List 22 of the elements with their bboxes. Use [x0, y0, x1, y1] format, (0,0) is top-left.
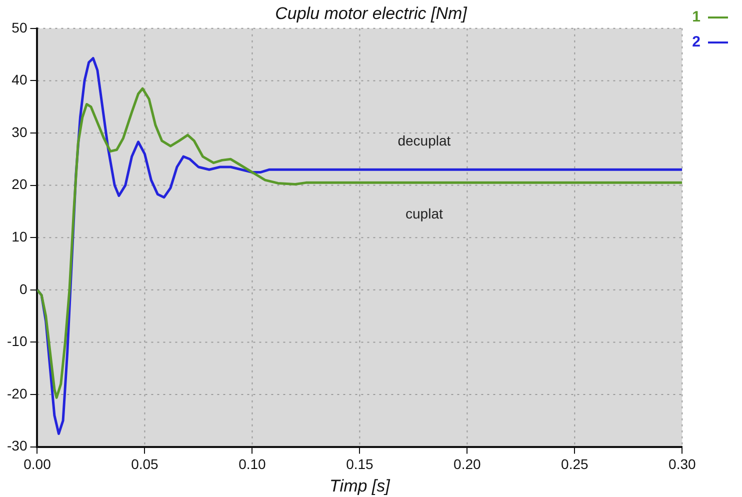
y-tick-label: 30: [12, 124, 28, 140]
annotation: decuplat: [398, 132, 451, 148]
legend-label: 2: [692, 34, 700, 51]
chart-title: Cuplu motor electric [Nm]: [275, 4, 468, 23]
x-tick-label: 0.25: [561, 456, 589, 472]
x-tick-label: 0.05: [131, 456, 159, 472]
legend-label: 1: [692, 8, 700, 26]
y-tick-label: 50: [12, 19, 28, 36]
annotation: cuplat: [406, 206, 443, 222]
x-tick-label: 0.10: [238, 456, 266, 472]
y-tick-label: 10: [12, 228, 28, 244]
y-tick-label: -30: [7, 438, 28, 454]
x-tick-label: 0.20: [454, 456, 482, 472]
y-tick-label: 40: [12, 72, 28, 88]
x-axis-title: Timp [s]: [330, 476, 392, 496]
x-tick-label: 0.30: [668, 456, 696, 472]
y-tick-label: 0: [19, 280, 28, 297]
y-tick-label: -10: [7, 333, 28, 350]
x-tick-label: 0.00: [24, 456, 52, 472]
y-tick-label: -20: [7, 385, 28, 402]
x-tick-label: 0.15: [346, 456, 374, 472]
y-tick-label: 20: [12, 176, 28, 192]
